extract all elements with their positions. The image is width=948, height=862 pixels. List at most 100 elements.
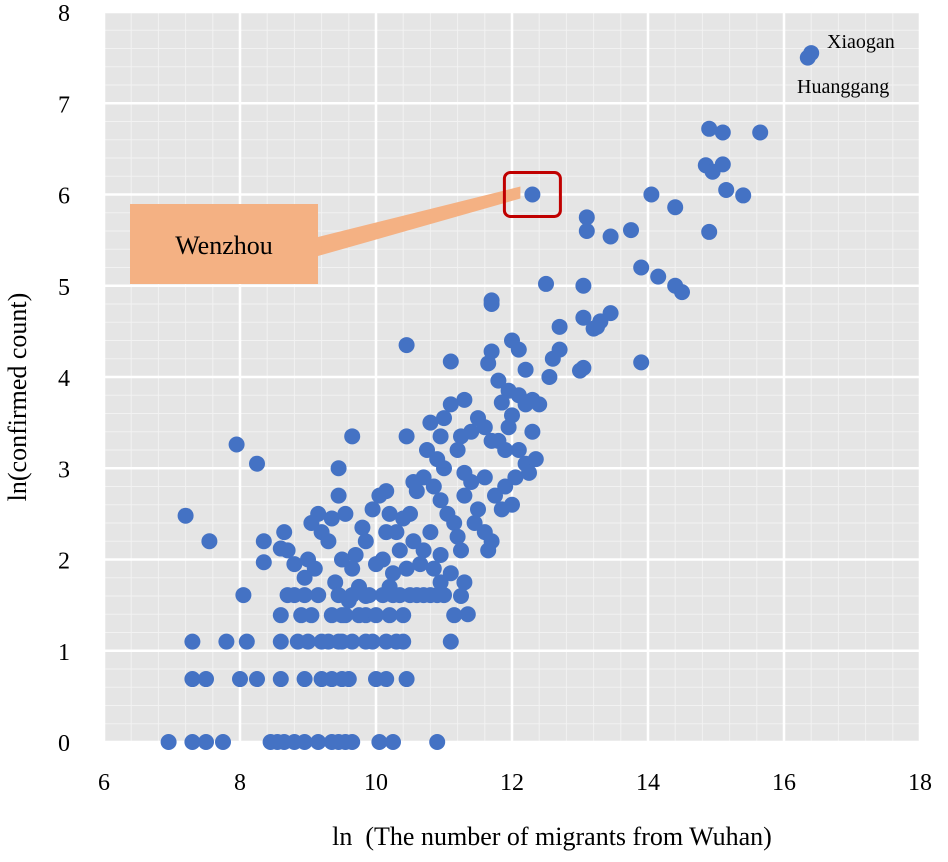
scatter-point (330, 460, 347, 477)
scatter-point (310, 734, 327, 750)
y-tick-labels: 0 1 2 3 4 5 6 7 8 (58, 1, 70, 757)
scatter-point (551, 318, 568, 335)
scatter-point (306, 560, 323, 577)
scatter-point (701, 120, 718, 137)
scatter-point (459, 606, 476, 623)
scatter-point (303, 515, 320, 531)
x-tick-label: 10 (364, 770, 388, 796)
scatter-point (449, 528, 466, 545)
scatter-point (381, 607, 398, 624)
scatter-point (480, 355, 497, 372)
y-tick-label: 2 (58, 549, 70, 575)
scatter-point (395, 607, 412, 624)
scatter-point (354, 519, 371, 536)
scatter-point (456, 487, 473, 504)
scatter-point (398, 560, 415, 577)
scatter-point (381, 505, 398, 522)
scatter-point (425, 560, 442, 577)
scatter-point (718, 181, 735, 198)
y-axis-title: ln(confirmed count) (3, 293, 32, 502)
scatter-point (493, 394, 510, 411)
scatter-point (483, 296, 500, 312)
scatter-point (422, 414, 439, 431)
scatter-point (198, 671, 214, 688)
scatter-point (504, 496, 520, 513)
scatter-point (572, 362, 588, 379)
scatter-point (436, 587, 452, 604)
scatter-point (218, 633, 235, 650)
point-label-huanggang: Huanggang (797, 76, 889, 98)
scatter-point (385, 734, 401, 750)
scatter-point (395, 510, 412, 527)
x-tick-label: 18 (908, 770, 932, 796)
scatter-point (327, 574, 344, 591)
scatter-point (517, 396, 534, 413)
scatter-point (436, 410, 452, 427)
scatter-point (650, 268, 667, 285)
scatter-point (334, 551, 350, 568)
scatter-point (575, 309, 592, 326)
scatter-point (425, 478, 442, 495)
scatter-point (198, 734, 214, 750)
scatter-point (429, 734, 446, 750)
scatter-point (228, 436, 245, 453)
scatter-point (442, 633, 459, 650)
scatter-point (368, 556, 384, 573)
scatter-point (442, 353, 459, 370)
scatter-point (391, 542, 408, 559)
scatter-point (538, 275, 554, 292)
scatter-point (296, 671, 313, 688)
scatter-point (453, 588, 469, 604)
scatter-point (412, 556, 429, 573)
scatter-point (524, 423, 541, 440)
scatter-point (177, 507, 194, 524)
scatter-point (330, 487, 347, 504)
x-axis-title: ln (The number of migrants from Wuhan) (332, 822, 772, 851)
scatter-point (272, 671, 289, 688)
scatter-point (497, 478, 514, 495)
scatter-point (313, 524, 330, 541)
scatter-point (701, 223, 718, 240)
scatter-point (517, 361, 534, 378)
scatter-point (337, 607, 354, 624)
scatter-point (344, 560, 361, 577)
y-tick-label: 5 (58, 275, 70, 301)
scatter-point (344, 428, 361, 445)
scatter-point (340, 671, 357, 688)
scatter-point (368, 607, 384, 624)
scatter-point (497, 442, 514, 458)
scatter-point (303, 607, 320, 624)
scatter-point (456, 574, 473, 591)
callout-label: Wenzhou (175, 231, 273, 260)
annotations: Wenzhou Xiaogan Huanggang (130, 31, 895, 284)
scatter-point (476, 469, 493, 486)
x-tick-label: 14 (636, 770, 660, 796)
scatter-point (667, 199, 684, 216)
callout-box (130, 204, 318, 284)
scatter-point (521, 464, 537, 481)
scatter-point (578, 223, 595, 239)
scatter-point (184, 671, 201, 688)
scatter-point (643, 186, 660, 203)
scatter-point (524, 186, 541, 203)
scatter-point (398, 428, 415, 445)
scatter-point (232, 671, 248, 688)
y-tick-label: 1 (58, 640, 70, 666)
scatter-point (249, 455, 265, 472)
scatter-point (310, 587, 327, 604)
scatter-point (487, 487, 503, 504)
x-tick-labels: 6 8 10 12 14 16 18 (98, 770, 932, 796)
scatter-point (470, 501, 486, 518)
scatter-point (527, 451, 544, 468)
scatter-point (361, 587, 378, 604)
data-points (160, 45, 820, 750)
scatter-point (255, 533, 272, 550)
y-tick-label: 0 (58, 731, 70, 757)
scatter-point (752, 124, 769, 141)
scatter-point (235, 587, 252, 604)
scatter-point (432, 428, 449, 445)
scatter-point (272, 633, 289, 650)
scatter-point (272, 607, 289, 624)
major-grid (102, 10, 922, 744)
